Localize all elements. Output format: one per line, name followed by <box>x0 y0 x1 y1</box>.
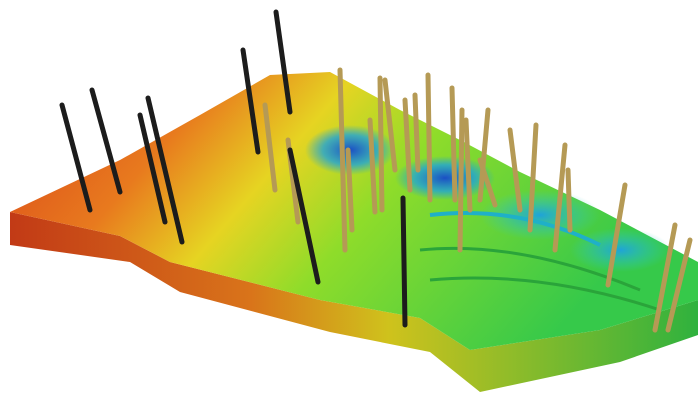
well-tan <box>507 127 523 213</box>
reservoir-side-walls <box>10 212 698 392</box>
well-tan <box>652 222 678 333</box>
well-dark <box>240 47 261 155</box>
well-tan <box>449 85 458 203</box>
well-dark <box>59 102 93 213</box>
well-tan <box>527 122 539 233</box>
well-tan <box>477 107 491 203</box>
wells-group <box>59 9 693 333</box>
well-dark <box>273 9 293 115</box>
well-tan <box>665 237 693 333</box>
well-tan <box>425 72 433 203</box>
well-tan <box>367 117 378 215</box>
well-tan <box>457 107 465 253</box>
well-dark <box>400 195 408 328</box>
well-dark <box>137 112 168 225</box>
well-tan <box>477 157 498 208</box>
well-tan <box>382 77 398 173</box>
well-tan <box>463 117 473 213</box>
well-tan <box>402 97 413 193</box>
well-tan <box>377 75 385 213</box>
well-dark <box>145 95 185 245</box>
well-tan <box>337 67 348 253</box>
well-tan <box>345 147 355 233</box>
well-tan <box>552 142 568 253</box>
well-tan <box>565 167 573 233</box>
well-tan <box>605 182 628 288</box>
well-tan <box>262 102 278 193</box>
well-dark <box>89 87 123 195</box>
well-tan <box>412 92 421 173</box>
well-dark <box>287 147 321 285</box>
